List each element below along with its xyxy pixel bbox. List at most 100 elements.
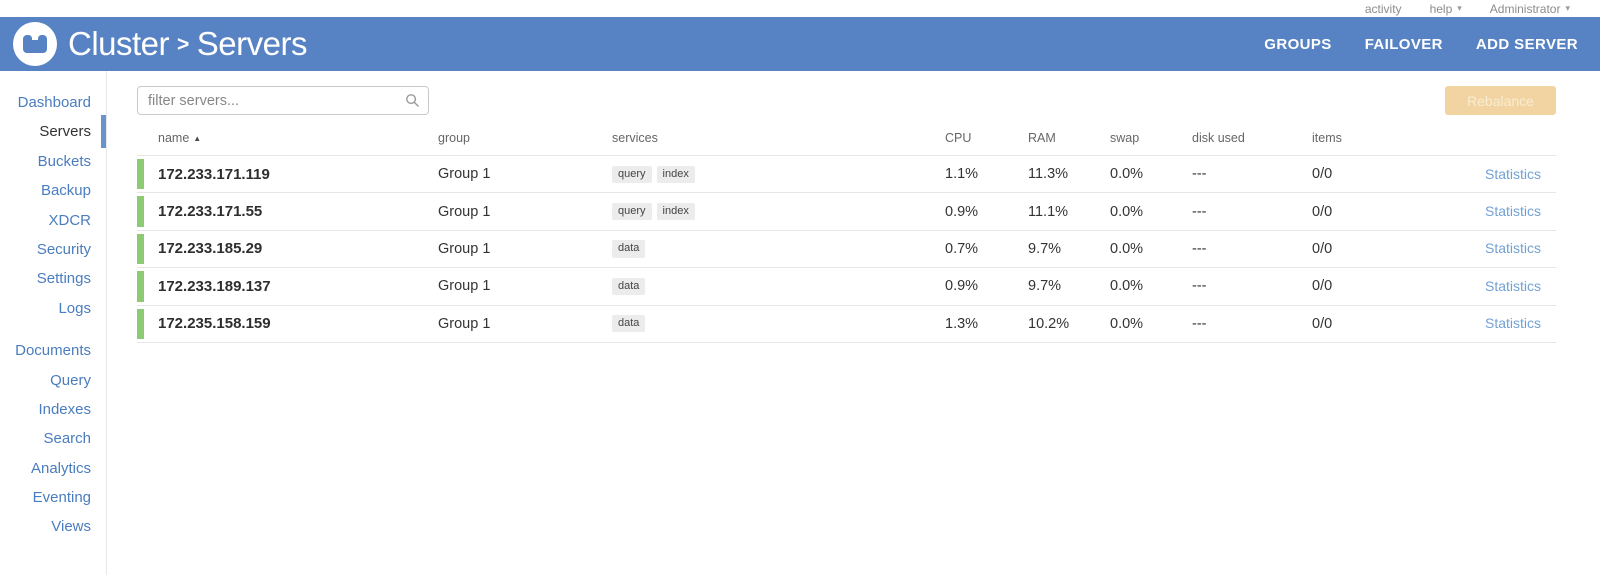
server-services: data xyxy=(612,240,945,258)
server-items: 0/0 xyxy=(1312,166,1333,183)
server-ram: 9.7% xyxy=(1028,278,1062,295)
main-content: Rebalance name▲ group services CPU RAM s… xyxy=(107,71,1600,575)
utility-bar: activity help ▾ Administrator ▾ xyxy=(0,0,1600,17)
server-swap: 0.0% xyxy=(1110,203,1144,220)
filter-servers-input[interactable] xyxy=(137,86,429,115)
sidebar-item-indexes[interactable]: Indexes xyxy=(38,400,91,418)
server-table: name ▲ group services CPU RAM swap disk u… xyxy=(137,120,1556,343)
server-name: 172.233.171.119 xyxy=(158,165,270,183)
activity-link[interactable]: activity xyxy=(1364,1,1402,16)
server-cpu: 0.9% xyxy=(945,203,979,220)
server-group: Group 1 xyxy=(438,315,491,332)
sidebar-item-dashboard[interactable]: Dashboard xyxy=(17,94,91,111)
node-status-healthy-bar xyxy=(137,271,144,302)
sidebar-item-backup[interactable]: Backup xyxy=(40,182,91,200)
server-items: 0/0 xyxy=(1312,315,1333,332)
sidebar-item-buckets[interactable]: Buckets xyxy=(37,152,91,170)
server-group: Group 1 xyxy=(438,166,491,183)
column-header-cpu[interactable]: CPU xyxy=(945,130,972,145)
table-row[interactable]: 172.233.171.119 Group 1 query index 1.1% … xyxy=(137,156,1556,194)
server-name: 172.233.185.29 xyxy=(158,240,263,258)
server-swap: 0.0% xyxy=(1110,166,1144,183)
statistics-link[interactable]: Statistics xyxy=(1484,240,1541,257)
server-disk-used: --- xyxy=(1192,278,1207,295)
statistics-link[interactable]: Statistics xyxy=(1484,277,1541,294)
server-swap: 0.0% xyxy=(1110,240,1144,257)
table-row[interactable]: 172.233.185.29 Group 1 data 0.7% 9.7% 0.… xyxy=(137,231,1556,269)
server-name: 172.233.171.55 xyxy=(158,203,263,221)
column-header-services[interactable]: services xyxy=(612,130,658,145)
server-cpu: 0.9% xyxy=(945,278,979,295)
sidebar-nav: Dashboard Servers Buckets Backup XDCR Securit… xyxy=(0,71,107,575)
rebalance-button[interactable]: Rebalance xyxy=(1445,86,1556,115)
server-group: Group 1 xyxy=(438,240,491,257)
column-header-name[interactable]: name ▲ xyxy=(158,130,202,145)
server-disk-used: --- xyxy=(1192,166,1207,183)
server-services: query index xyxy=(612,202,945,221)
server-services: data xyxy=(612,315,945,333)
node-status-healthy-bar xyxy=(137,159,144,190)
node-status-healthy-bar xyxy=(137,196,144,227)
column-header-items[interactable]: items xyxy=(1312,130,1342,145)
statistics-link[interactable]: Statistics xyxy=(1484,203,1541,220)
server-services: query index xyxy=(612,165,945,183)
service-badge-query: query xyxy=(612,202,652,221)
server-table-header: name ▲ group services CPU RAM swap disk u… xyxy=(137,120,1556,156)
sidebar-item-eventing[interactable]: Eventing xyxy=(32,489,91,507)
header-actions: GROUPS FAILOVER ADD SERVER xyxy=(1264,36,1578,53)
server-disk-used: --- xyxy=(1192,315,1207,332)
sidebar-item-query[interactable]: Query xyxy=(50,371,91,389)
sidebar-item-documents[interactable]: Documents xyxy=(15,342,91,360)
sidebar-item-views[interactable]: Views xyxy=(51,518,91,536)
server-ram: 10.2% xyxy=(1028,315,1070,332)
sidebar-item-logs[interactable]: Logs xyxy=(58,299,91,317)
server-name: 172.235.158.159 xyxy=(158,315,271,333)
column-header-swap[interactable]: swap xyxy=(1110,130,1140,145)
sidebar-group: Dashboard Servers Buckets Backup XDCR Securit… xyxy=(0,88,106,323)
server-swap: 0.0% xyxy=(1110,315,1144,332)
statistics-link[interactable]: Statistics xyxy=(1484,165,1541,182)
filter-wrap xyxy=(137,86,429,115)
groups-button[interactable]: GROUPS xyxy=(1264,35,1332,53)
sidebar-item-settings[interactable]: Settings xyxy=(36,270,91,288)
sidebar-item-servers[interactable]: Servers xyxy=(0,115,106,149)
sidebar-item-security[interactable]: Security xyxy=(36,240,91,258)
server-items: 0/0 xyxy=(1312,240,1333,257)
app-header: Cluster > Servers GROUPS FAILOVER ADD SE… xyxy=(0,17,1600,71)
server-cpu: 0.7% xyxy=(945,240,979,257)
service-badge-data: data xyxy=(612,277,646,295)
server-group: Group 1 xyxy=(438,278,491,295)
table-row[interactable]: 172.235.158.159 Group 1 data 1.3% 10.2% … xyxy=(137,306,1556,343)
server-name: 172.233.189.137 xyxy=(158,277,271,295)
column-header-group[interactable]: group xyxy=(438,130,470,145)
node-status-healthy-bar xyxy=(137,308,144,339)
server-group: Group 1 xyxy=(438,203,491,220)
server-table-body: 172.233.171.119 Group 1 query index 1.1% … xyxy=(137,156,1556,343)
table-row[interactable]: 172.233.189.137 Group 1 data 0.9% 9.7% 0… xyxy=(137,268,1556,306)
server-cpu: 1.1% xyxy=(945,166,979,183)
add-server-button[interactable]: ADD SERVER xyxy=(1475,35,1578,53)
column-header-disk-used[interactable]: disk used xyxy=(1192,130,1245,145)
sidebar-item-search[interactable]: Search xyxy=(43,430,91,448)
statistics-link[interactable]: Statistics xyxy=(1484,315,1541,332)
failover-button[interactable]: FAILOVER xyxy=(1364,35,1443,53)
help-label: help xyxy=(1429,1,1453,16)
server-disk-used: --- xyxy=(1192,203,1207,220)
server-disk-used: --- xyxy=(1192,240,1207,257)
user-label: Administrator xyxy=(1489,1,1561,16)
sort-ascending-icon: ▲ xyxy=(193,133,202,143)
sidebar-group: Documents Query Indexes Search Analytics Even… xyxy=(0,336,106,542)
column-header-ram[interactable]: RAM xyxy=(1028,130,1056,145)
breadcrumb-separator: > xyxy=(177,33,189,56)
couchbase-logo-icon xyxy=(13,22,57,66)
help-menu[interactable]: help ▾ xyxy=(1430,2,1462,16)
sidebar-item-analytics[interactable]: Analytics xyxy=(30,459,91,477)
server-ram: 11.3% xyxy=(1028,166,1069,183)
sidebar-item-xdcr[interactable]: XDCR xyxy=(48,211,91,229)
user-menu[interactable]: Administrator ▾ xyxy=(1490,2,1570,16)
server-items: 0/0 xyxy=(1312,278,1333,295)
server-ram: 9.7% xyxy=(1028,240,1062,257)
server-cpu: 1.3% xyxy=(945,315,979,332)
service-badge-query: query xyxy=(612,165,652,183)
table-row[interactable]: 172.233.171.55 Group 1 query index 0.9% 1… xyxy=(137,193,1556,231)
